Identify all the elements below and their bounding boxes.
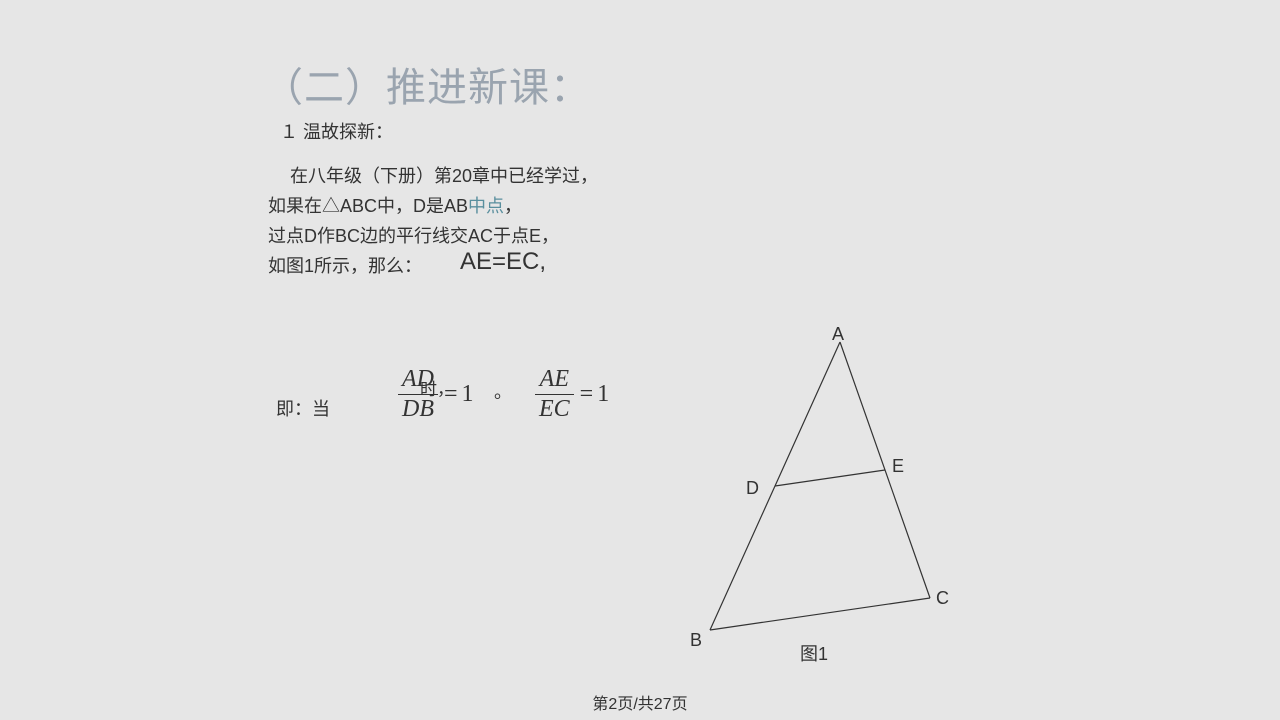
- body-line-2-post: ，: [504, 196, 522, 216]
- triangle-svg: [680, 330, 980, 650]
- body-line-2: 如果在△ABC中，D是AB中点，: [268, 192, 522, 218]
- formula-1-val: 1: [462, 381, 474, 408]
- vertex-a-label: A: [832, 324, 844, 345]
- formula-2-val: 1: [597, 381, 609, 408]
- body-line-4: 如图1所示，那么：: [268, 252, 422, 278]
- figure-caption: 图1: [800, 640, 828, 666]
- body-line-2-pre: 如果在△ABC中，D是AB: [268, 196, 468, 216]
- body-line-1: 在八年级（下册）第20章中已经学过，: [290, 162, 598, 188]
- page-footer: 第2页/共27页: [0, 690, 1280, 714]
- body-line-3: 过点D作BC边的平行线交AC于点E，: [268, 222, 559, 248]
- section-title: （二）推进新课：: [263, 55, 591, 113]
- fraction-2: AE EC: [535, 365, 574, 424]
- equation-overlay-text: 时，: [420, 375, 454, 400]
- conclusion-equation: AE=EC,: [460, 248, 546, 276]
- body-line-2-highlight: 中点: [468, 196, 504, 216]
- body-line-4a: 如图1所示，那么：: [268, 252, 422, 278]
- subsection-label: １ 温故探新：: [280, 118, 393, 144]
- vertex-d-label: D: [746, 478, 759, 499]
- fraction-2-den: EC: [535, 395, 574, 424]
- formula-2: AE EC = 1: [535, 365, 609, 424]
- triangle-diagram: A B C D E: [680, 330, 980, 650]
- fraction-2-num: AE: [535, 365, 574, 395]
- equation-separator: 。: [494, 378, 512, 404]
- vertex-c-label: C: [936, 588, 949, 609]
- equation-prefix: 即：当: [276, 395, 330, 421]
- formula-2-eq: =: [580, 381, 594, 408]
- vertex-b-label: B: [690, 630, 702, 651]
- vertex-e-label: E: [892, 456, 904, 477]
